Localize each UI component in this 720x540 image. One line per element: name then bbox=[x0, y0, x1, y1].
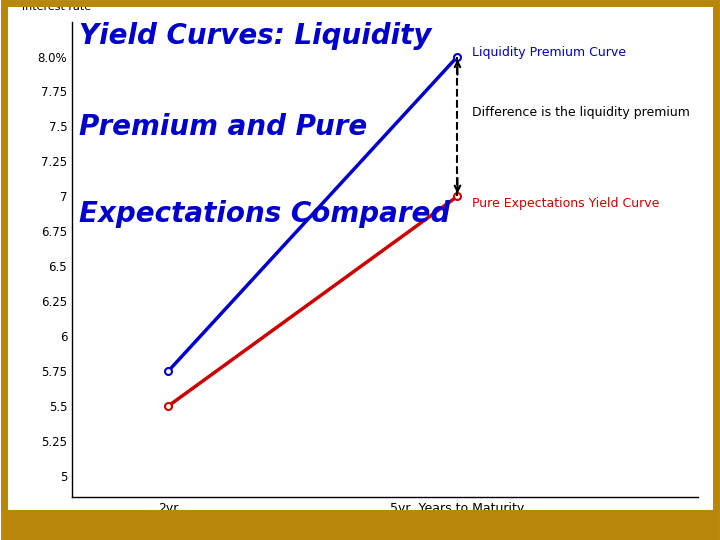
Text: Expectations Compared: Expectations Compared bbox=[79, 200, 451, 228]
Text: Pure Expectations Yield Curve: Pure Expectations Yield Curve bbox=[472, 197, 660, 210]
Text: Premium and Pure: Premium and Pure bbox=[79, 113, 367, 141]
Text: Difference is the liquidity premium: Difference is the liquidity premium bbox=[472, 106, 690, 119]
Text: Liquidity Premium Curve: Liquidity Premium Curve bbox=[472, 46, 626, 59]
Text: Yield Curves: Liquidity: Yield Curves: Liquidity bbox=[79, 22, 432, 50]
Text: interest rate: interest rate bbox=[22, 2, 91, 12]
